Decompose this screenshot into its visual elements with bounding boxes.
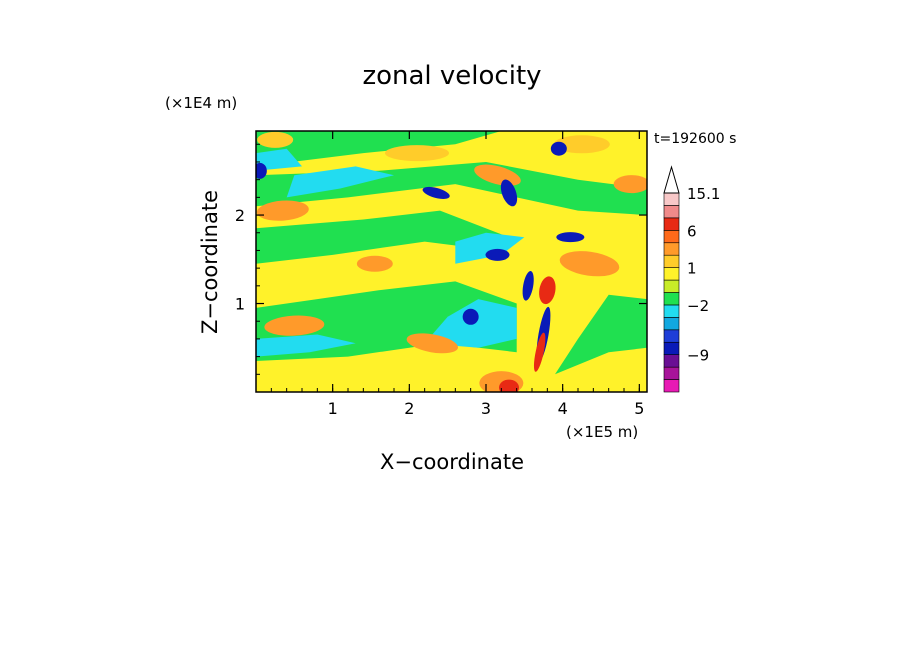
colorbar-tick-label: −2 — [687, 297, 709, 315]
red-patch — [499, 379, 519, 392]
orange-patch — [406, 333, 458, 354]
red-streak — [533, 332, 546, 372]
blue-patch — [550, 141, 567, 156]
colorbar-level — [663, 192, 680, 206]
colorbar-level — [663, 304, 680, 318]
colorbar-level — [663, 254, 680, 268]
colorbar-level — [663, 341, 680, 355]
colorbar-level — [663, 217, 680, 231]
green-band-top — [256, 131, 502, 167]
x-axis-label: X−coordinate — [380, 450, 524, 474]
blue-streak — [522, 271, 534, 301]
contour-field — [256, 131, 647, 392]
colorbar-level — [663, 317, 680, 331]
colorbar-level — [663, 205, 680, 219]
colorbar: 15.1 6 1 −2 −9 — [663, 165, 720, 393]
blue-patch — [256, 162, 267, 179]
colorbar-tick-label: 6 — [687, 222, 697, 240]
green-band-mid — [256, 210, 509, 264]
time-label: t=192600 s — [654, 131, 736, 147]
cyan-band-up-left — [286, 166, 394, 198]
blue-patch — [462, 308, 479, 325]
x-tick-label: 4 — [558, 399, 568, 418]
chart-title: zonal velocity — [362, 61, 541, 91]
colorbar-tick-label: −9 — [687, 347, 709, 365]
orange-patch — [474, 164, 521, 186]
colorbar-level — [663, 292, 680, 306]
y-axis: 12 — [235, 143, 647, 375]
red-patch — [539, 276, 556, 305]
light-orange-patch — [257, 131, 294, 148]
colorbar-tick-label: 15.1 — [687, 185, 720, 203]
cyan-band-mid — [455, 232, 525, 264]
orange-patch — [559, 251, 620, 277]
y-axis-label: Z−coordinate — [198, 190, 222, 334]
blue-patch — [485, 248, 510, 261]
plot-frame — [255, 130, 648, 393]
colorbar-level — [663, 242, 680, 256]
y-unit-label: (×1E4 m) — [165, 94, 237, 112]
y-tick-label: 2 — [235, 206, 245, 225]
x-tick-label: 5 — [634, 399, 644, 418]
blue-patch — [556, 232, 585, 243]
cyan-band-low-left — [256, 334, 356, 357]
colorbar-level — [663, 230, 680, 244]
x-tick-label: 2 — [404, 399, 414, 418]
colorbar-extend-arrow — [663, 165, 680, 194]
colorbar-level — [663, 354, 680, 368]
orange-patch — [356, 255, 393, 272]
x-axis: 1 2 3 4 5 — [270, 131, 644, 418]
y-tick-label: 1 — [235, 295, 245, 314]
colorbar-tick-label: 1 — [687, 260, 697, 278]
light-orange-patch — [385, 145, 449, 162]
orange-patch — [264, 315, 325, 336]
x-unit-label: (×1E5 m) — [566, 423, 638, 441]
orange-patch — [256, 200, 309, 221]
green-band-right — [555, 294, 647, 375]
colorbar-level — [663, 279, 680, 293]
x-tick-label: 1 — [328, 399, 338, 418]
colorbar-level — [663, 329, 680, 343]
blue-patch — [422, 186, 450, 199]
colorbar-level — [663, 267, 680, 281]
x-tick-label: 3 — [481, 399, 491, 418]
blue-patch — [500, 179, 518, 207]
colorbar-level — [663, 379, 680, 393]
orange-patch — [613, 175, 647, 194]
colorbar-level — [663, 366, 680, 380]
cyan-band-edge — [256, 148, 302, 171]
light-orange-patch — [553, 135, 610, 154]
